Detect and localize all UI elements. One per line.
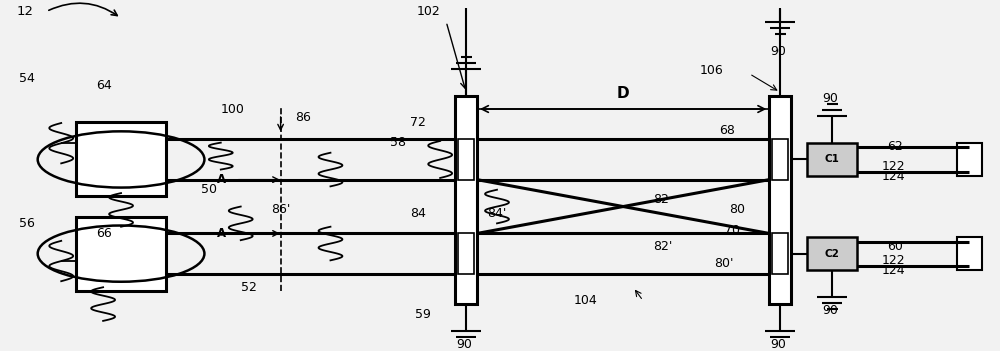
Text: C1: C1: [825, 154, 840, 165]
Text: 86: 86: [296, 111, 311, 124]
Text: 90: 90: [822, 304, 838, 317]
Bar: [807, 143, 857, 176]
Bar: [76, 217, 166, 291]
Text: 52: 52: [241, 281, 257, 294]
Text: 72: 72: [410, 116, 426, 129]
Text: 82: 82: [653, 193, 669, 206]
Text: 59: 59: [415, 308, 431, 321]
Text: 64: 64: [96, 79, 112, 92]
Text: C2: C2: [825, 249, 840, 259]
Text: 50: 50: [201, 183, 217, 196]
Text: D: D: [617, 86, 629, 101]
Text: 84: 84: [410, 207, 426, 220]
Text: 102: 102: [416, 5, 440, 18]
Text: 12: 12: [16, 5, 33, 18]
Text: 90: 90: [770, 45, 786, 58]
Bar: [957, 238, 982, 270]
Text: 60: 60: [887, 240, 903, 253]
Bar: [772, 233, 788, 274]
Text: 86': 86': [271, 204, 290, 217]
Text: 124: 124: [882, 170, 906, 183]
Text: 90: 90: [822, 92, 838, 105]
Text: 80': 80': [714, 257, 734, 270]
Bar: [807, 237, 857, 270]
Bar: [455, 95, 477, 304]
Text: 70: 70: [724, 224, 740, 237]
Text: 106: 106: [699, 64, 723, 77]
Bar: [458, 233, 474, 274]
Text: 100: 100: [221, 102, 245, 115]
Text: A: A: [217, 173, 226, 186]
Text: 122: 122: [882, 254, 906, 267]
Text: 80: 80: [729, 204, 745, 217]
Text: 82': 82': [653, 240, 672, 253]
Bar: [957, 143, 982, 176]
Text: 66: 66: [96, 227, 112, 240]
Text: 54: 54: [19, 72, 35, 85]
Bar: [76, 122, 166, 197]
Bar: [769, 95, 791, 304]
Bar: [772, 139, 788, 180]
Text: 90: 90: [770, 338, 786, 351]
Text: 56: 56: [19, 217, 35, 230]
Text: 90: 90: [456, 338, 472, 351]
Text: 58: 58: [390, 136, 406, 149]
Text: 68: 68: [719, 124, 735, 137]
Text: 62: 62: [887, 139, 903, 152]
Text: 104: 104: [573, 294, 597, 307]
Text: A: A: [217, 227, 226, 240]
Text: 122: 122: [882, 160, 906, 173]
Text: 84': 84': [487, 207, 506, 220]
Bar: [458, 139, 474, 180]
Text: 124: 124: [882, 264, 906, 277]
